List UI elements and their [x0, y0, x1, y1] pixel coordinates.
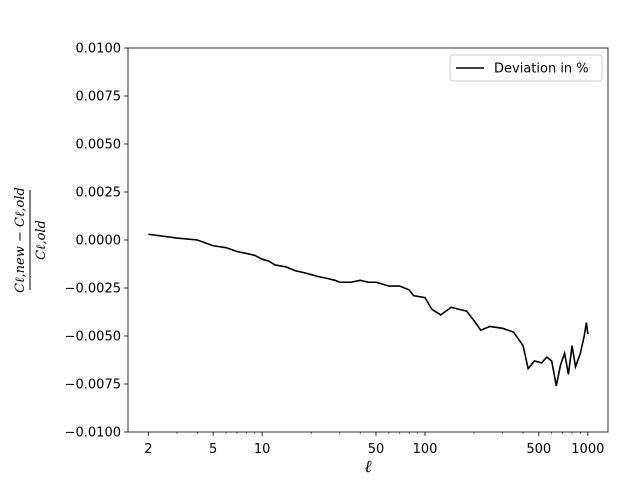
legend-box	[449, 54, 603, 82]
y-tick-label: 0.0100	[76, 42, 122, 57]
y-label-numerator: Cℓ,new − Cℓ,old	[13, 187, 28, 293]
y-axis-label: Cℓ,new − Cℓ,old Cℓ,old	[13, 187, 49, 293]
y-tick-label: −0.0075	[65, 378, 121, 393]
y-tick-label: −0.0100	[65, 426, 121, 441]
x-tick-label: 50	[368, 442, 385, 457]
x-tick-label: 5	[209, 442, 217, 457]
x-tick-label: 1000	[571, 442, 604, 457]
legend-label: Deviation in %	[494, 62, 589, 77]
x-axis-label: ℓ	[364, 457, 371, 477]
y-label-denominator: Cℓ,old	[34, 220, 49, 260]
y-tick-label: −0.0050	[65, 330, 121, 345]
x-tick-label: 100	[413, 442, 438, 457]
plot-frame	[127, 47, 609, 433]
x-tick-label: 2	[144, 442, 152, 457]
y-tick-label: −0.0025	[65, 282, 121, 297]
y-tick-label: 0.0000	[76, 234, 122, 249]
y-tick-label: 0.0075	[76, 90, 122, 105]
y-tick-label: 0.0025	[76, 186, 122, 201]
y-tick-label: 0.0050	[76, 138, 122, 153]
data-line	[148, 233, 589, 387]
x-tick-label: 10	[254, 442, 271, 457]
x-tick-label: 500	[526, 442, 551, 457]
